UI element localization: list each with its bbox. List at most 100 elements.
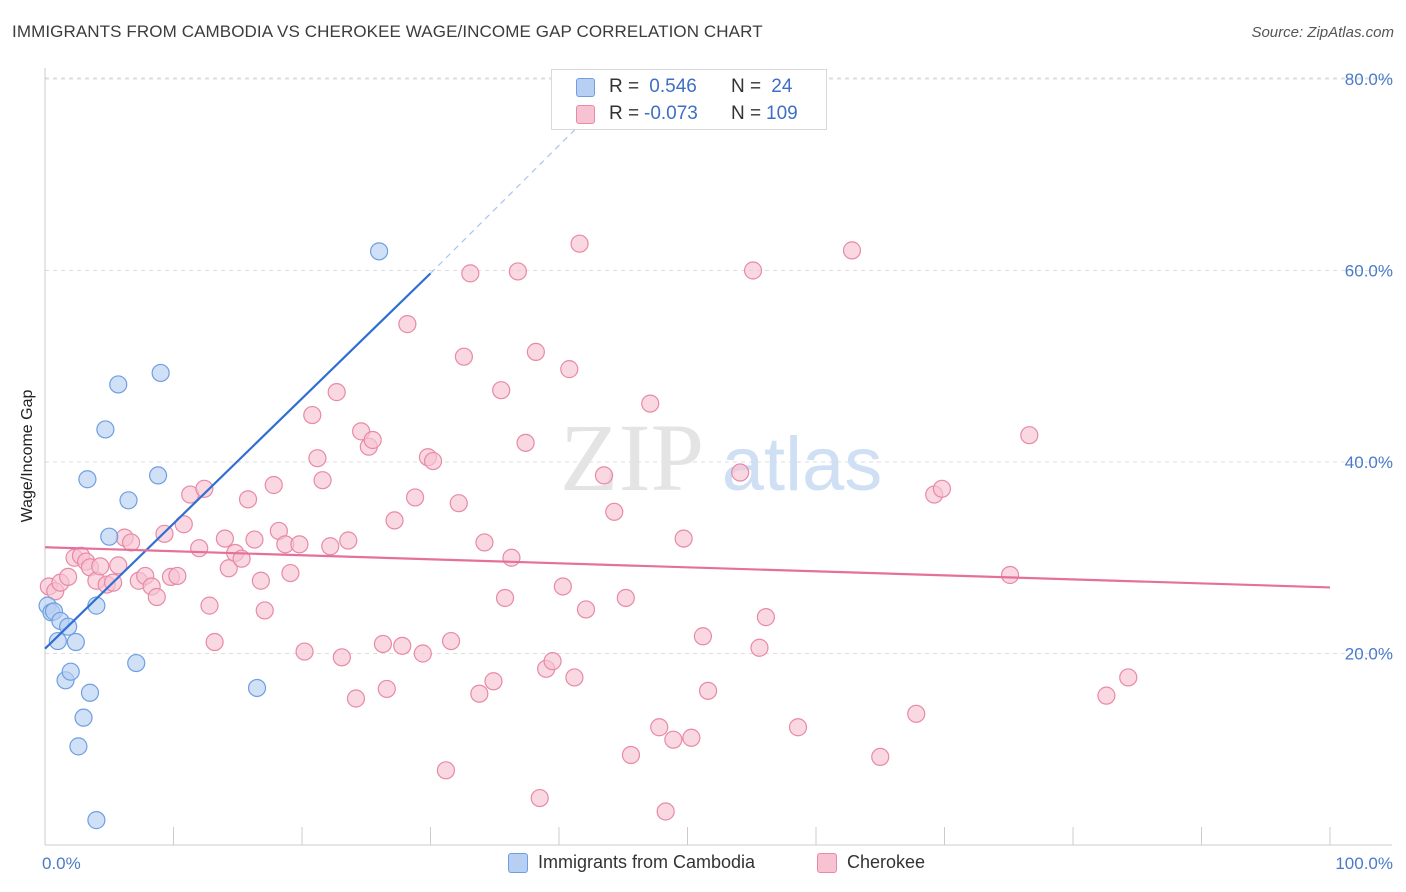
cambodia-point: [127, 653, 146, 673]
cherokee-point: [570, 234, 589, 253]
cherokee-point: [495, 588, 515, 608]
legend-item-cambodia[interactable]: Immigrants from Cambodia: [508, 852, 755, 873]
cherokee-point: [363, 430, 382, 450]
cherokee-point: [219, 559, 238, 578]
x-tick-label: 100.0%: [1335, 854, 1393, 873]
cherokee-trend-line: [44, 546, 1331, 589]
cherokee-point: [461, 264, 480, 283]
watermark-atlas: atlas: [722, 422, 883, 507]
cherokee-point: [190, 539, 209, 558]
legend-row-cambodia: R = 0.546 N = 24: [552, 74, 826, 100]
cherokee-point: [327, 383, 346, 402]
cherokee-point: [508, 262, 527, 281]
gridlines: [45, 77, 1392, 654]
cherokee-point: [147, 587, 166, 607]
cambodia-point: [66, 632, 85, 652]
cherokee-point: [750, 638, 769, 657]
cherokee-point: [1000, 565, 1020, 585]
cherokee-point: [641, 394, 660, 413]
cherokee-point: [621, 745, 641, 765]
cherokee-point: [91, 557, 110, 576]
cherokee-point: [441, 631, 461, 651]
cherokee-point: [656, 802, 675, 821]
cherokee-point: [594, 466, 614, 485]
n-value: 24: [766, 76, 793, 97]
cherokee-point: [682, 728, 701, 747]
legend-swatch-blue: [576, 78, 595, 97]
cherokee-point: [530, 788, 549, 808]
y-tick-label: 80.0%: [1345, 70, 1393, 89]
cherokee-point: [743, 261, 763, 280]
cherokee-point: [339, 531, 358, 550]
cherokee-point: [308, 449, 327, 468]
cherokee-point: [1020, 426, 1039, 445]
cherokee-point: [303, 405, 322, 425]
cambodia-point: [100, 527, 119, 546]
cherokee-point: [565, 668, 584, 687]
cherokee-point: [664, 730, 683, 749]
cambodia-point: [87, 811, 106, 830]
cherokee-point: [195, 479, 214, 498]
cherokee-point: [492, 381, 511, 400]
series-cambodia: [38, 242, 389, 830]
cherokee-point: [398, 315, 417, 334]
cherokee-point: [174, 515, 193, 534]
cambodia-point: [109, 375, 128, 394]
cherokee-point: [560, 360, 579, 379]
legend-swatch-pink: [576, 105, 595, 124]
n-value: 109: [766, 103, 798, 124]
cambodia-point: [69, 737, 88, 756]
cherokee-point: [264, 475, 283, 495]
cherokee-point: [321, 537, 340, 556]
legend-label: Cherokee: [847, 852, 926, 872]
x-tick-label: 0.0%: [42, 854, 81, 873]
cherokee-point: [1119, 668, 1138, 687]
cherokee-point: [168, 566, 187, 586]
cherokee-point: [470, 684, 489, 703]
correlation-legend: R = 0.546 N = 24 R = -0.073 N = 109: [551, 69, 827, 130]
legend-row-cherokee: R = -0.073 N = 109: [552, 101, 826, 127]
cambodia-point: [148, 466, 168, 485]
cherokee-point: [295, 642, 314, 661]
cambodia-trend-line: [44, 272, 432, 650]
cherokee-point: [373, 634, 393, 654]
cherokee-point: [543, 652, 562, 671]
cherokee-point: [502, 548, 521, 567]
trend-lines: [44, 113, 1331, 650]
cherokee-point: [693, 627, 713, 646]
cherokee-point: [1097, 686, 1116, 705]
cherokee-point: [842, 241, 862, 260]
r-label: R =: [609, 76, 640, 97]
chart-title: IMMIGRANTS FROM CAMBODIA VS CHEROKEE WAG…: [12, 22, 763, 41]
source-label: Source: ZipAtlas.com: [1251, 24, 1394, 41]
cherokee-point: [109, 556, 128, 575]
cherokee-point: [932, 479, 952, 498]
cherokee-point: [516, 433, 535, 452]
cherokee-point: [436, 761, 456, 780]
cherokee-point: [576, 600, 596, 619]
cherokee-point: [200, 596, 219, 615]
cambodia-point: [78, 470, 97, 489]
cherokee-point: [281, 563, 300, 583]
cambodia-point: [48, 631, 67, 651]
cherokee-point: [385, 511, 404, 530]
cherokee-point: [449, 494, 468, 513]
cambodia-point: [74, 708, 93, 727]
cherokee-point: [215, 529, 234, 548]
cherokee-point: [313, 471, 332, 490]
series-cherokee: [39, 234, 1138, 821]
cherokee-point: [788, 718, 808, 737]
series-legend: Immigrants from Cambodia Cherokee: [0, 852, 1406, 878]
cherokee-point: [475, 533, 494, 552]
cherokee-point: [121, 533, 141, 552]
y-tick-label: 60.0%: [1345, 262, 1393, 281]
legend-label: Immigrants from Cambodia: [538, 852, 756, 872]
cherokee-point: [756, 608, 775, 627]
cherokee-point: [238, 490, 258, 509]
cherokee-point: [405, 488, 425, 507]
watermark: ZIP atlas: [560, 404, 882, 511]
legend-item-cherokee[interactable]: Cherokee: [817, 852, 925, 873]
cherokee-point: [907, 704, 926, 723]
cherokee-point: [698, 681, 718, 700]
cherokee-point: [290, 535, 309, 554]
